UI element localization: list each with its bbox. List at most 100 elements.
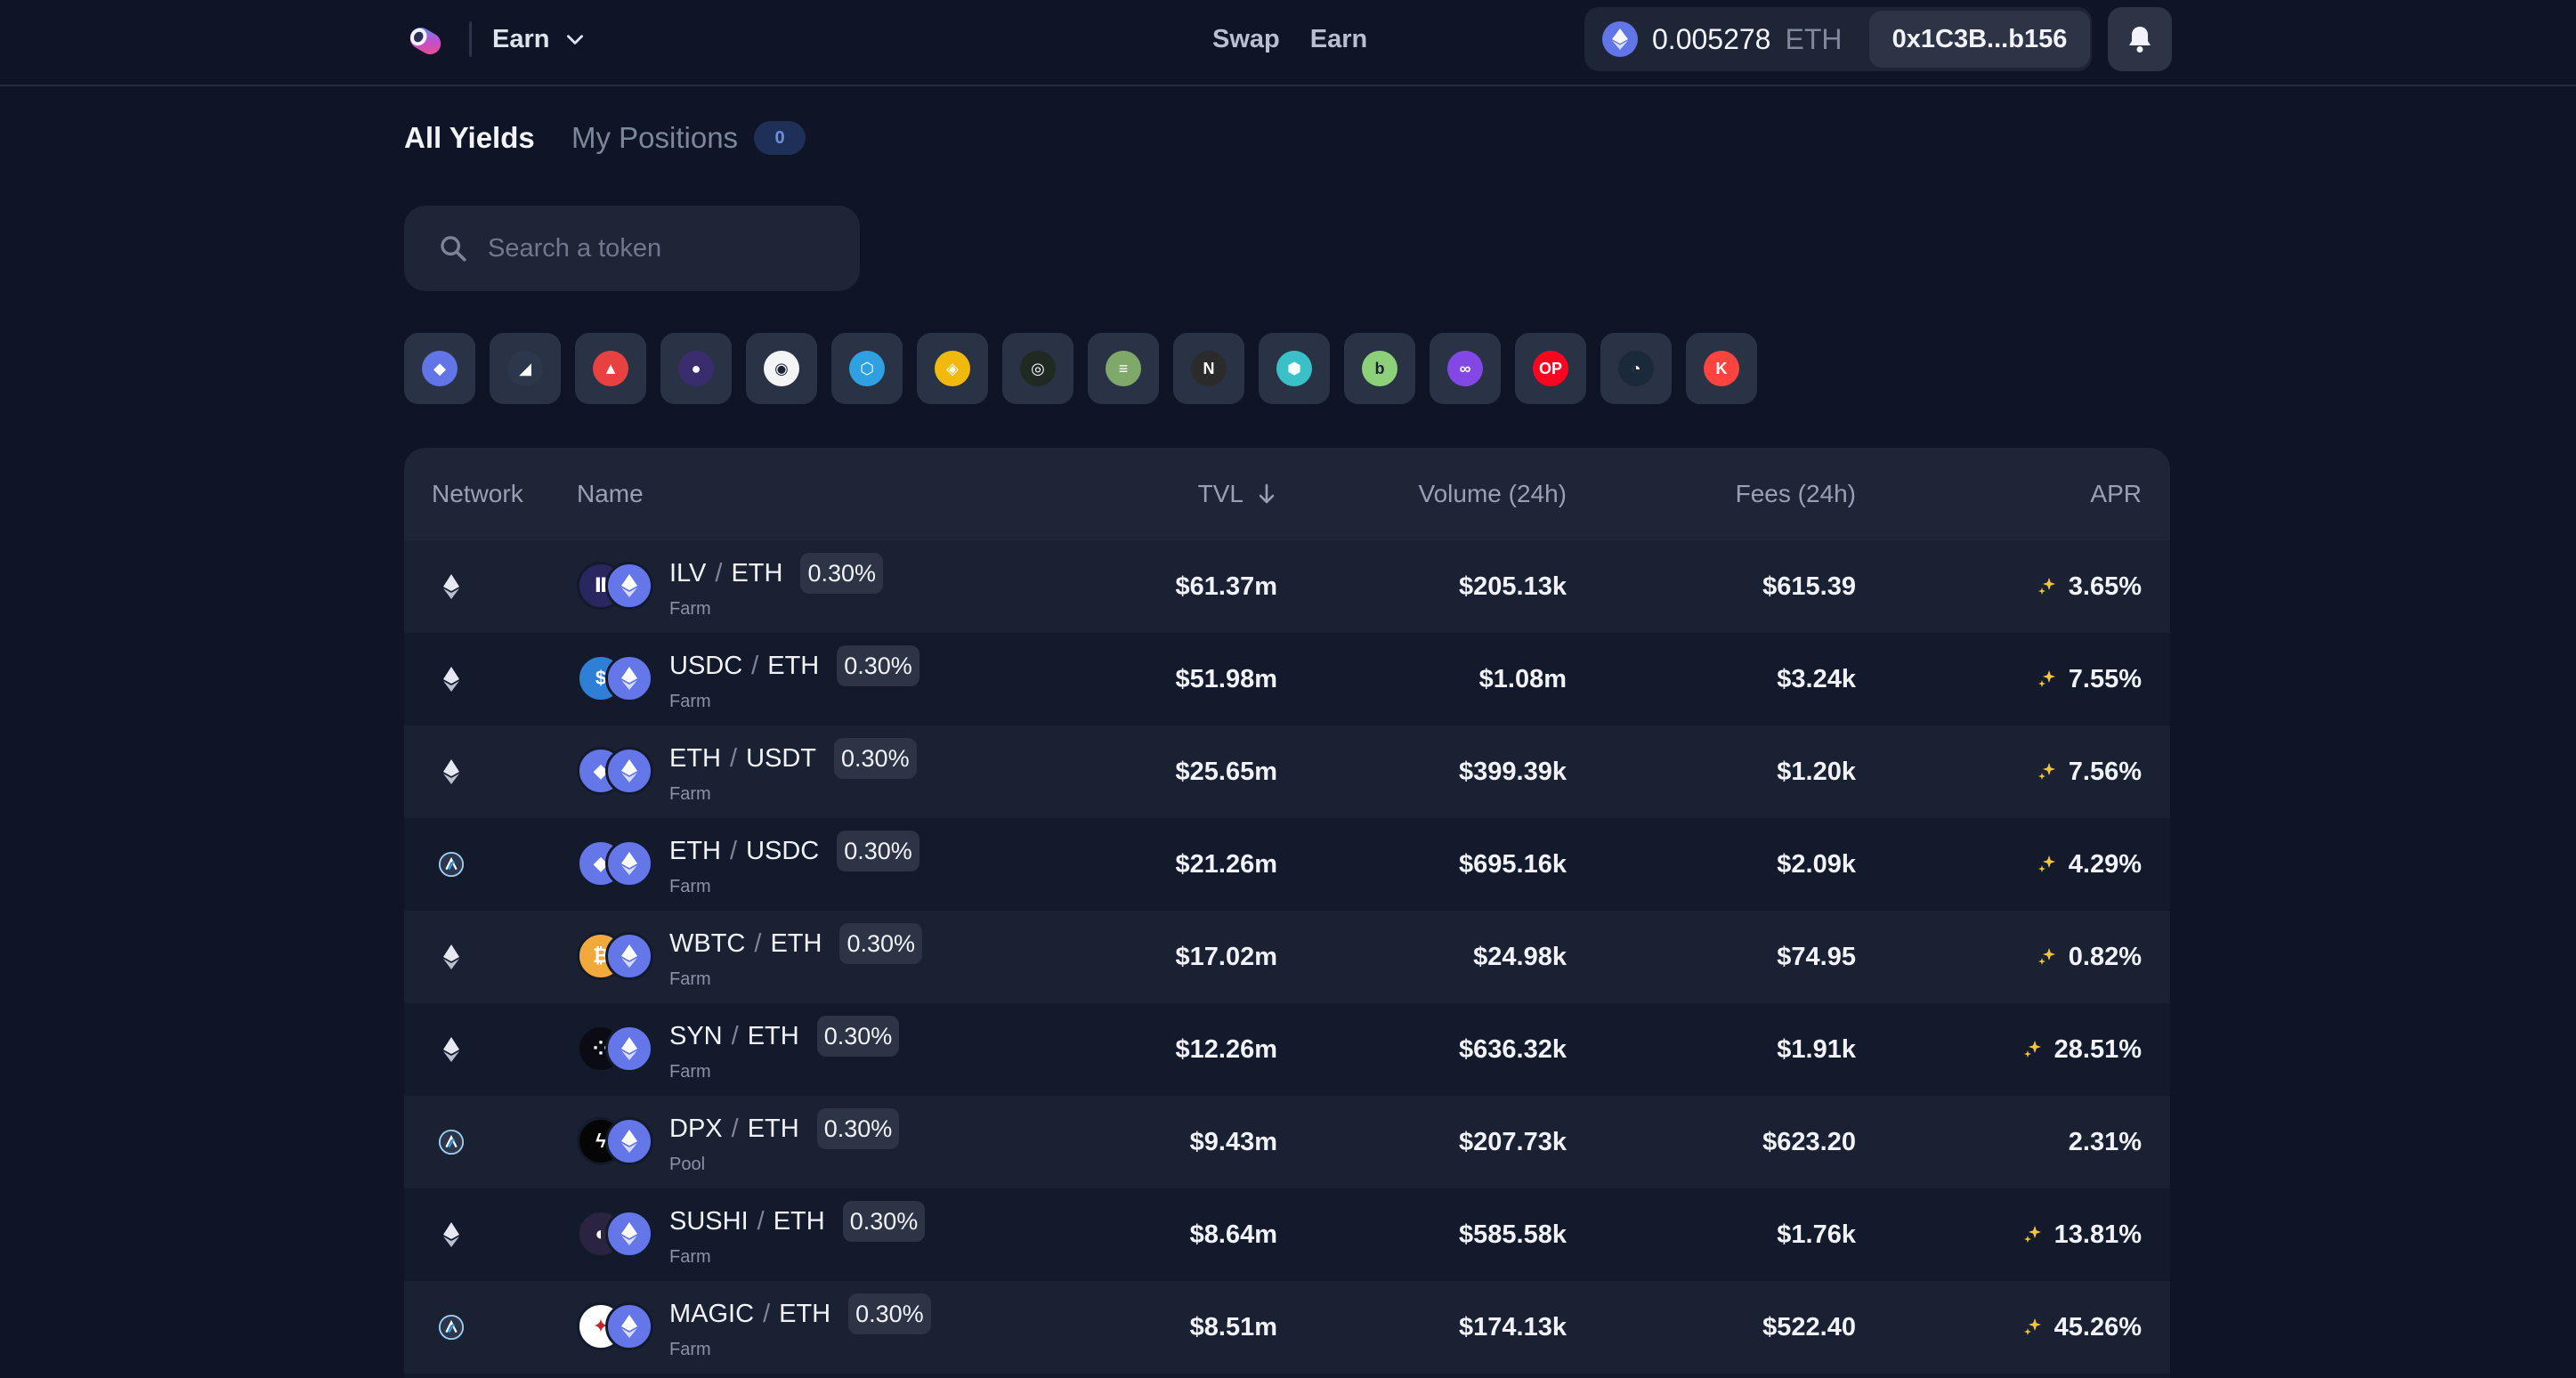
kava-icon: K bbox=[1704, 351, 1739, 386]
ethereum-token-icon bbox=[605, 932, 653, 980]
pool-type-label: Farm bbox=[669, 969, 711, 989]
search-box bbox=[404, 206, 860, 291]
pair-name: ETH / USDT 0.30% bbox=[669, 738, 917, 779]
network-filter-kava[interactable]: K bbox=[1686, 333, 1757, 404]
pair-separator: / bbox=[754, 928, 762, 958]
network-filter-optimism[interactable]: OP bbox=[1515, 333, 1586, 404]
apr-cell: 28.51% bbox=[2022, 1003, 2142, 1096]
pair-separator: / bbox=[731, 1021, 739, 1050]
network-filter-arbitrum[interactable]: ◢ bbox=[490, 333, 561, 404]
token-two: ETH bbox=[731, 558, 783, 588]
base-like-icon: ⬡ bbox=[849, 351, 885, 386]
arbitrum-network-icon bbox=[438, 851, 465, 878]
pool-type-label: Farm bbox=[669, 692, 711, 711]
sparkles-icon bbox=[2023, 1226, 2041, 1243]
fee-tier-badge: 0.30% bbox=[837, 831, 919, 871]
token-two: USDT bbox=[746, 743, 817, 773]
pool-type-label: Farm bbox=[669, 784, 711, 804]
sparkles-icon bbox=[2037, 578, 2055, 595]
ethereum-token-icon bbox=[605, 1210, 653, 1258]
network-filter-avalanche[interactable]: ▲ bbox=[575, 333, 646, 404]
balance-unit: ETH bbox=[1785, 22, 1843, 55]
ethereum-network-icon bbox=[438, 758, 465, 785]
bell-icon bbox=[2129, 27, 2151, 53]
ethereum-network-icon bbox=[438, 1036, 465, 1063]
network-filter-ethereum[interactable]: ◆ bbox=[404, 333, 475, 404]
network-filter-fantom-like[interactable]: ● bbox=[660, 333, 732, 404]
tvl-value: $8.64m bbox=[1189, 1220, 1277, 1249]
column-volume[interactable]: Volume (24h) bbox=[1418, 480, 1567, 507]
network-filter-bnb[interactable]: ◈ bbox=[917, 333, 988, 404]
notifications-button[interactable] bbox=[2108, 7, 2172, 71]
ethereum-network-icon bbox=[438, 573, 465, 600]
ethereum-icon bbox=[1602, 21, 1638, 57]
network-filter-base-like[interactable]: ⬡ bbox=[831, 333, 903, 404]
network-filter-hex-chain[interactable]: ⬢ bbox=[1259, 333, 1330, 404]
pair-name: WBTC / ETH 0.30% bbox=[669, 923, 922, 964]
layers-icon: ≡ bbox=[1106, 351, 1141, 386]
fees-value: $3.24k bbox=[1777, 664, 1856, 693]
tvl-value: $8.51m bbox=[1189, 1312, 1277, 1342]
volume-value: $207.73k bbox=[1459, 1127, 1567, 1156]
fantom-like-icon: ● bbox=[678, 351, 714, 386]
table-row[interactable]: $ USDC / ETH 0.30% Farm $51.98m $1.08m $3.24k 7.5… bbox=[404, 633, 2170, 725]
pair-separator: / bbox=[730, 743, 738, 773]
network-filter-n-chain[interactable]: N bbox=[1173, 333, 1244, 404]
nav-link-swap[interactable]: Swap bbox=[1212, 24, 1280, 53]
pair-name: MAGIC / ETH 0.30% bbox=[669, 1293, 931, 1334]
network-filter-layers[interactable]: ≡ bbox=[1088, 333, 1159, 404]
tab-my-positions[interactable]: My Positions 0 bbox=[571, 121, 806, 155]
yields-table: Network Name TVL Volume (24h) Fees (24h)… bbox=[404, 448, 2170, 1378]
token-pair-icons: ◆ bbox=[577, 839, 657, 889]
pool-type-label: Farm bbox=[669, 1062, 711, 1082]
network-filter-chain-link[interactable]: ◎ bbox=[1002, 333, 1073, 404]
pair-separator: / bbox=[763, 1299, 771, 1328]
fees-value: $522.40 bbox=[1762, 1312, 1856, 1342]
network-filter-polygon[interactable]: ∞ bbox=[1430, 333, 1501, 404]
header-divider bbox=[469, 21, 472, 57]
arrow-down-icon bbox=[1259, 483, 1275, 504]
wallet-panel: 0.005278 ETH 0x1C3B...b156 bbox=[1584, 7, 2092, 71]
network-filter-gauge-chain[interactable]: ◔ bbox=[1600, 333, 1672, 404]
network-filter-b-chain[interactable]: b bbox=[1344, 333, 1415, 404]
polygon-icon: ∞ bbox=[1447, 351, 1483, 386]
column-fees[interactable]: Fees (24h) bbox=[1735, 480, 1856, 507]
network-filter-gnosis-like[interactable]: ◉ bbox=[746, 333, 817, 404]
token-two: ETH bbox=[747, 1021, 799, 1050]
token-one: ETH bbox=[669, 836, 721, 865]
table-row[interactable]: ◆ ETH / USDC 0.30% Farm $21.26m $695.16k $2.09k 4… bbox=[404, 818, 2170, 911]
table-row[interactable]: ϟ DPX / ETH 0.30% Pool $9.43m $207.73k $623.20 2.… bbox=[404, 1096, 2170, 1188]
sushi-logo-icon[interactable] bbox=[404, 20, 447, 62]
fees-value: $1.76k bbox=[1777, 1220, 1856, 1249]
apr-value: 7.56% bbox=[2068, 757, 2142, 786]
tvl-value: $51.98m bbox=[1175, 664, 1278, 693]
pair-separator: / bbox=[731, 1114, 739, 1143]
balance-display[interactable]: 0.005278 ETH bbox=[1602, 7, 1842, 71]
tvl-value: $17.02m bbox=[1175, 942, 1278, 971]
column-apr[interactable]: APR bbox=[2090, 480, 2142, 507]
token-one: ILV bbox=[669, 558, 707, 588]
nav-link-earn[interactable]: Earn bbox=[1309, 24, 1368, 53]
wallet-address-button[interactable]: 0x1C3B...b156 bbox=[1869, 11, 2090, 68]
table-row[interactable]: ✦ MAGIC / ETH 0.30% Farm $8.51m $174.13k $522.40… bbox=[404, 1281, 2170, 1374]
table-row[interactable]: Ⅱ ILV / ETH 0.30% Farm $61.37m $205.13k $615.39 3… bbox=[404, 540, 2170, 633]
token-one: SYN bbox=[669, 1021, 723, 1050]
column-tvl-sort[interactable]: TVL bbox=[1198, 448, 1277, 540]
app-menu-dropdown[interactable]: Earn bbox=[492, 20, 587, 59]
apr-value: 4.29% bbox=[2068, 849, 2142, 879]
token-two: ETH bbox=[773, 1206, 825, 1236]
fee-tier-badge: 0.30% bbox=[848, 1293, 931, 1334]
table-row[interactable]: ⁘ SYN / ETH 0.30% Farm $12.26m $636.32k $1.91k 28… bbox=[404, 1003, 2170, 1096]
table-row[interactable]: ◐ SUSHI / ETH 0.30% Farm $8.64m $585.58k $1.76k 1… bbox=[404, 1188, 2170, 1281]
apr-value: 45.26% bbox=[2054, 1312, 2142, 1342]
token-two: ETH bbox=[747, 1114, 799, 1143]
table-row[interactable]: ◆ ETH / USDT 0.30% Farm $25.65m $399.39k $1.20k 7… bbox=[404, 725, 2170, 818]
table-row[interactable]: ₿ WBTC / ETH 0.30% Farm $17.02m $24.98k $74.95 0.… bbox=[404, 911, 2170, 1003]
token-one: USDC bbox=[669, 651, 743, 680]
pair-name: SUSHI / ETH 0.30% bbox=[669, 1201, 926, 1242]
column-name: Name bbox=[577, 480, 644, 507]
token-pair-icons: ⁘ bbox=[577, 1025, 657, 1074]
search-input[interactable] bbox=[488, 233, 826, 263]
token-one: WBTC bbox=[669, 928, 746, 958]
tab-all-yields[interactable]: All Yields bbox=[404, 121, 535, 154]
